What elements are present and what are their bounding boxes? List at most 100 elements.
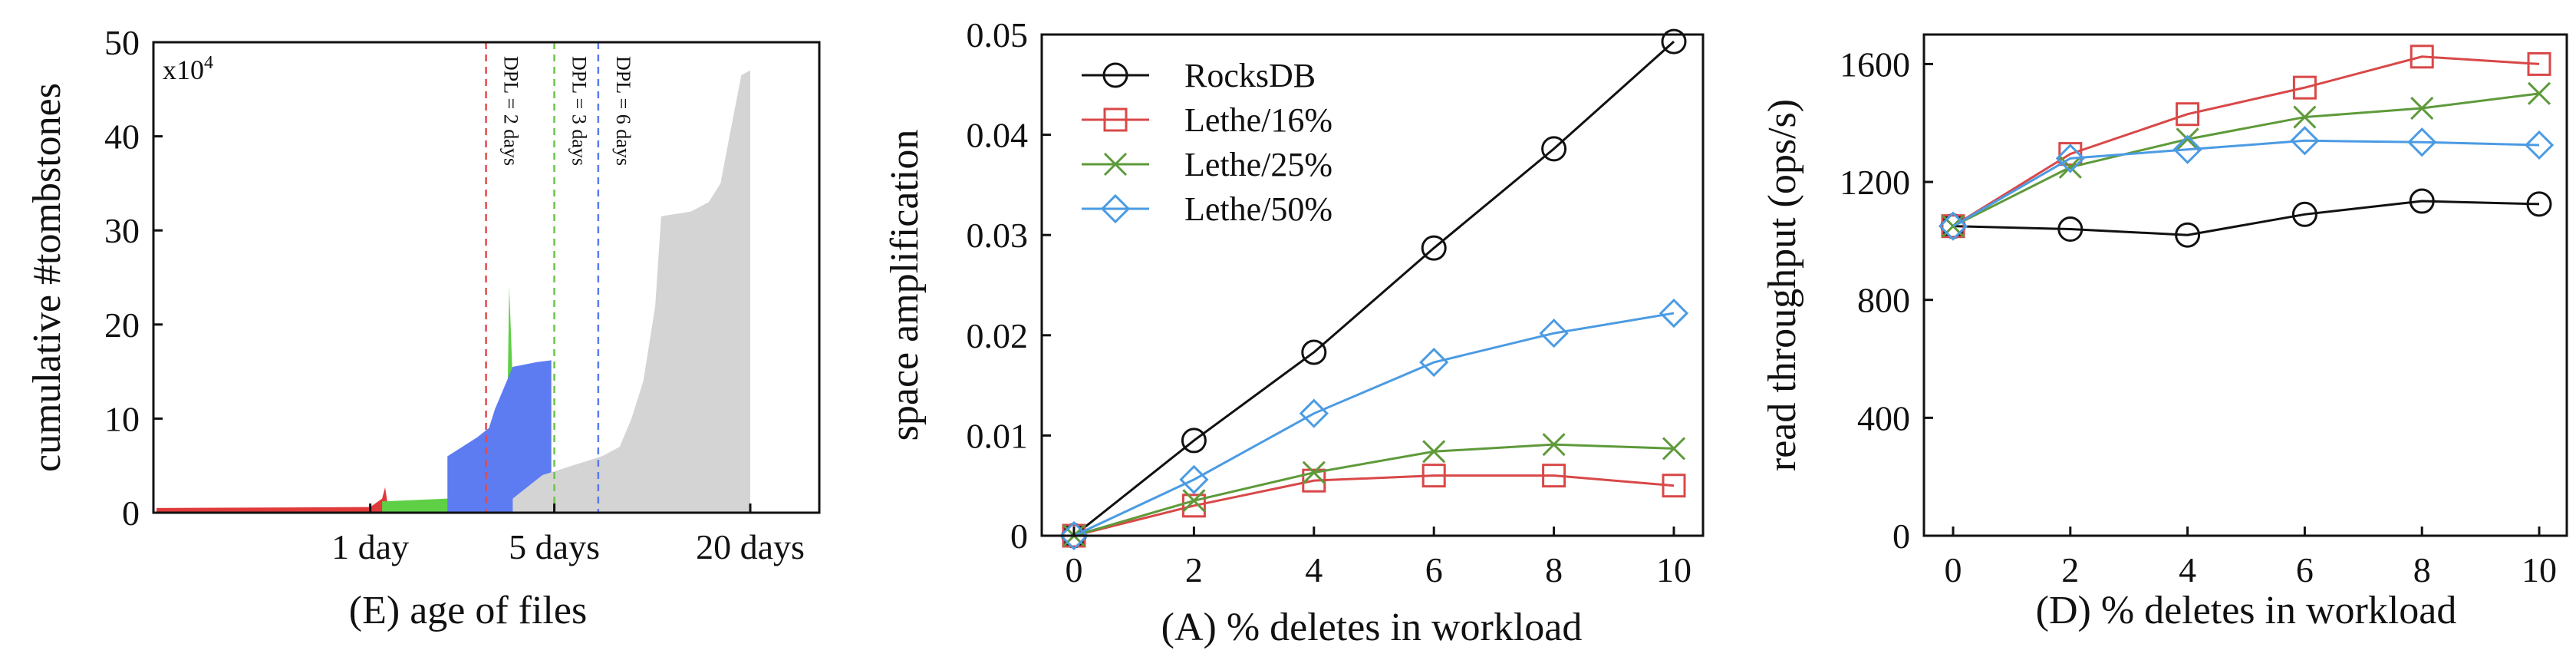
legend-item: RocksDB xyxy=(1082,57,1316,94)
y-tick-label: 20 xyxy=(104,305,140,345)
y-tick-label: 0 xyxy=(1010,517,1028,556)
legend-item: Lethe/25% xyxy=(1082,146,1332,183)
x-marker xyxy=(2058,155,2082,179)
diamond-marker xyxy=(2407,127,2437,157)
tombstone-area xyxy=(156,487,418,513)
circle-marker xyxy=(1541,136,1567,162)
y-tick-label: 0.04 xyxy=(967,116,1029,155)
dpl-label: DPL = 6 days xyxy=(612,56,634,166)
x-tick-label: 0 xyxy=(1945,550,1962,589)
x-tick-label: 10 xyxy=(1656,550,1692,589)
circle-marker xyxy=(1181,428,1207,454)
y-axis-label: read throughput (ops/s) xyxy=(1761,99,1804,471)
square-marker xyxy=(1941,214,1965,239)
x-tick-label: 1 day xyxy=(331,527,409,566)
x-tick-label: 8 xyxy=(2413,550,2431,589)
series-line xyxy=(1952,200,2540,236)
diamond-marker xyxy=(2055,144,2085,173)
circle-marker xyxy=(1661,28,1687,54)
x-tick-label: 20 days xyxy=(696,527,805,566)
x-ticks: 0 2 4 6 8 10 xyxy=(1945,527,2557,589)
x-tick-label: 5 days xyxy=(509,527,600,566)
x-tick-label: 2 xyxy=(2061,550,2079,589)
x-marker-stroke xyxy=(1662,437,1686,461)
diamond-marker xyxy=(1419,347,1449,378)
x-tick-label: 6 xyxy=(1425,550,1443,589)
diamond-marker xyxy=(1938,211,1968,241)
series-line xyxy=(1073,41,1675,537)
legend-label: Lethe/16% xyxy=(1184,101,1332,139)
series-rocksdb xyxy=(1940,188,2552,248)
legend-label: Lethe/25% xyxy=(1184,146,1332,183)
circle-marker xyxy=(1102,62,1128,88)
x-marker-stroke xyxy=(2527,81,2551,105)
series-lethe-25- xyxy=(1062,433,1686,548)
square-marker xyxy=(1302,468,1326,493)
series-group xyxy=(1059,28,1689,551)
circle-marker xyxy=(2057,216,2084,243)
x-tick-label: 2 xyxy=(1185,550,1203,589)
series-lethe-16- xyxy=(1062,464,1686,548)
circle-marker xyxy=(2175,222,2201,248)
x-marker xyxy=(1542,433,1566,457)
series-lethe-50- xyxy=(1059,298,1689,551)
x-marker xyxy=(1422,440,1446,464)
y-tick-label: 0 xyxy=(122,494,140,533)
legend-label: Lethe/50% xyxy=(1184,190,1332,228)
panel-space-amplification: 0 0.01 0.02 0.03 0.04 0.05 0 2 4 6 8 10 RocksDB Let… xyxy=(883,15,1705,649)
x-tick-label: 4 xyxy=(2179,550,2196,589)
y-multiplier-label: x104 xyxy=(163,53,213,85)
panel-age-of-files: DPL = 2 days DPL = 3 days DPL = 6 days x10… xyxy=(25,23,821,632)
circle-marker xyxy=(2526,191,2552,217)
square-marker xyxy=(1542,464,1566,488)
plot-frame xyxy=(1922,33,2568,537)
x-ticks: 1 day 5 days 20 days xyxy=(331,503,805,566)
diamond-marker xyxy=(2172,134,2202,164)
series-line xyxy=(1952,139,2540,227)
series-line xyxy=(1952,92,2540,228)
series-lethe-25- xyxy=(1941,81,2551,238)
legend-label: RocksDB xyxy=(1184,57,1316,94)
square-marker xyxy=(2176,102,2200,127)
dpl-label: DPL = 2 days xyxy=(500,56,522,166)
x-marker-stroke xyxy=(1422,440,1446,464)
circle-marker xyxy=(2409,188,2435,214)
x-marker-stroke xyxy=(2410,96,2434,121)
x-marker xyxy=(2176,127,2199,151)
diamond-marker xyxy=(2524,130,2555,160)
series-lethe-50- xyxy=(1938,126,2555,241)
y-tick-label: 400 xyxy=(1857,398,1910,437)
series-line xyxy=(1952,55,2540,227)
x-marker xyxy=(2410,96,2434,121)
diamond-marker xyxy=(2290,126,2320,156)
y-tick-label: 50 xyxy=(104,23,140,62)
series-group xyxy=(1938,45,2555,248)
dpl-label: DPL = 3 days xyxy=(568,56,591,166)
y-tick-label: 0.05 xyxy=(967,15,1029,54)
y-tick-label: 40 xyxy=(104,117,140,157)
legend-item: Lethe/50% xyxy=(1082,190,1332,228)
series-line xyxy=(1073,312,1675,537)
y-axis-label: space amplification xyxy=(883,130,927,441)
diamond-marker xyxy=(1299,398,1329,428)
x-tick-label: 8 xyxy=(1545,550,1563,589)
diamond-marker xyxy=(1100,193,1131,224)
y-tick-label: 30 xyxy=(104,211,140,250)
x-marker-stroke xyxy=(1542,433,1566,457)
square-marker xyxy=(1421,464,1446,488)
series-rocksdb xyxy=(1061,28,1687,549)
y-tick-label: 0.02 xyxy=(967,316,1029,355)
y-tick-label: 1600 xyxy=(1840,45,1910,84)
legend: RocksDB Lethe/16% Lethe/25% Lethe/50% xyxy=(1082,57,1332,228)
x-axis-label: (E) age of files xyxy=(349,589,587,632)
x-marker xyxy=(1103,152,1128,177)
panel-read-throughput: 0 400 800 1200 1600 0 2 4 6 8 10 read throughput … xyxy=(1761,33,2568,632)
dpl-lines: DPL = 2 days DPL = 3 days DPL = 6 days xyxy=(485,42,634,513)
diamond-marker xyxy=(1539,319,1569,348)
x-tick-label: 10 xyxy=(2522,550,2557,589)
x-marker-stroke xyxy=(2058,155,2082,179)
y-tick-label: 1200 xyxy=(1840,163,1910,202)
y-ticks: 0 10 20 30 40 50 xyxy=(104,23,163,533)
diamond-marker xyxy=(1059,520,1089,551)
